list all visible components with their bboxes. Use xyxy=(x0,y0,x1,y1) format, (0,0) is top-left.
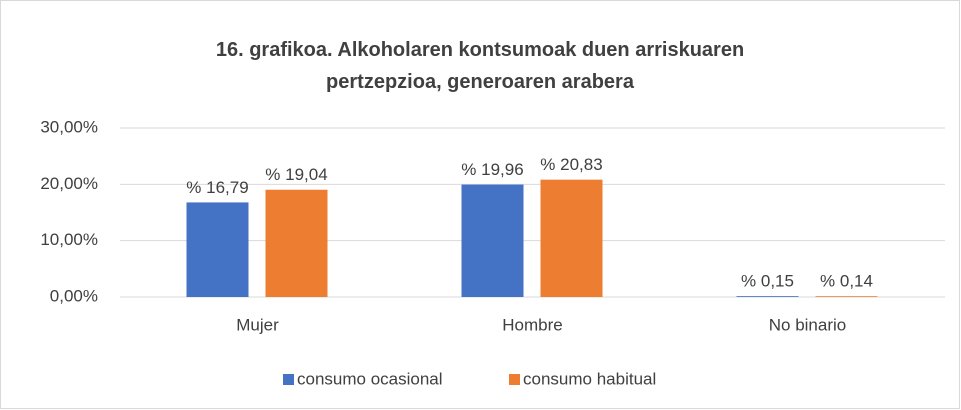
bar xyxy=(540,179,603,297)
data-label: % 0,14 xyxy=(820,272,873,291)
data-label: % 20,83 xyxy=(540,155,602,174)
data-label: % 0,15 xyxy=(741,272,794,291)
legend-swatch xyxy=(283,374,294,385)
data-label: % 19,96 xyxy=(461,160,523,179)
x-tick-label: Mujer xyxy=(236,315,279,334)
legend-label: consumo habitual xyxy=(523,369,656,388)
x-tick-label: Hombre xyxy=(502,315,562,334)
x-tick-label: No binario xyxy=(769,315,847,334)
bar xyxy=(265,189,328,297)
bar xyxy=(736,296,799,297)
legend-label: consumo ocasional xyxy=(297,369,443,388)
data-label: % 16,79 xyxy=(186,178,248,197)
bar xyxy=(186,202,249,297)
y-tick-label: 30,00% xyxy=(40,117,98,136)
chart-title: 16. grafikoa. Alkoholaren kontsumoak due… xyxy=(215,39,745,93)
y-tick-label: 20,00% xyxy=(40,174,98,193)
y-tick-label: 10,00% xyxy=(40,230,98,249)
bar xyxy=(461,184,524,297)
bar xyxy=(815,296,878,297)
y-tick-label: 0,00% xyxy=(50,286,98,305)
data-label: % 19,04 xyxy=(265,165,327,184)
legend-swatch xyxy=(509,374,520,385)
